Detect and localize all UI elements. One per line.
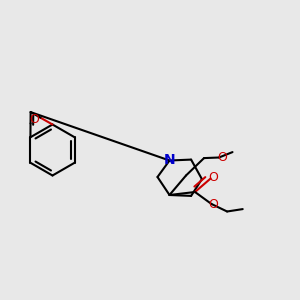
Text: O: O (209, 198, 218, 212)
Text: O: O (217, 151, 227, 164)
Text: O: O (208, 171, 218, 184)
Text: O: O (29, 113, 39, 126)
Text: N: N (164, 154, 175, 167)
